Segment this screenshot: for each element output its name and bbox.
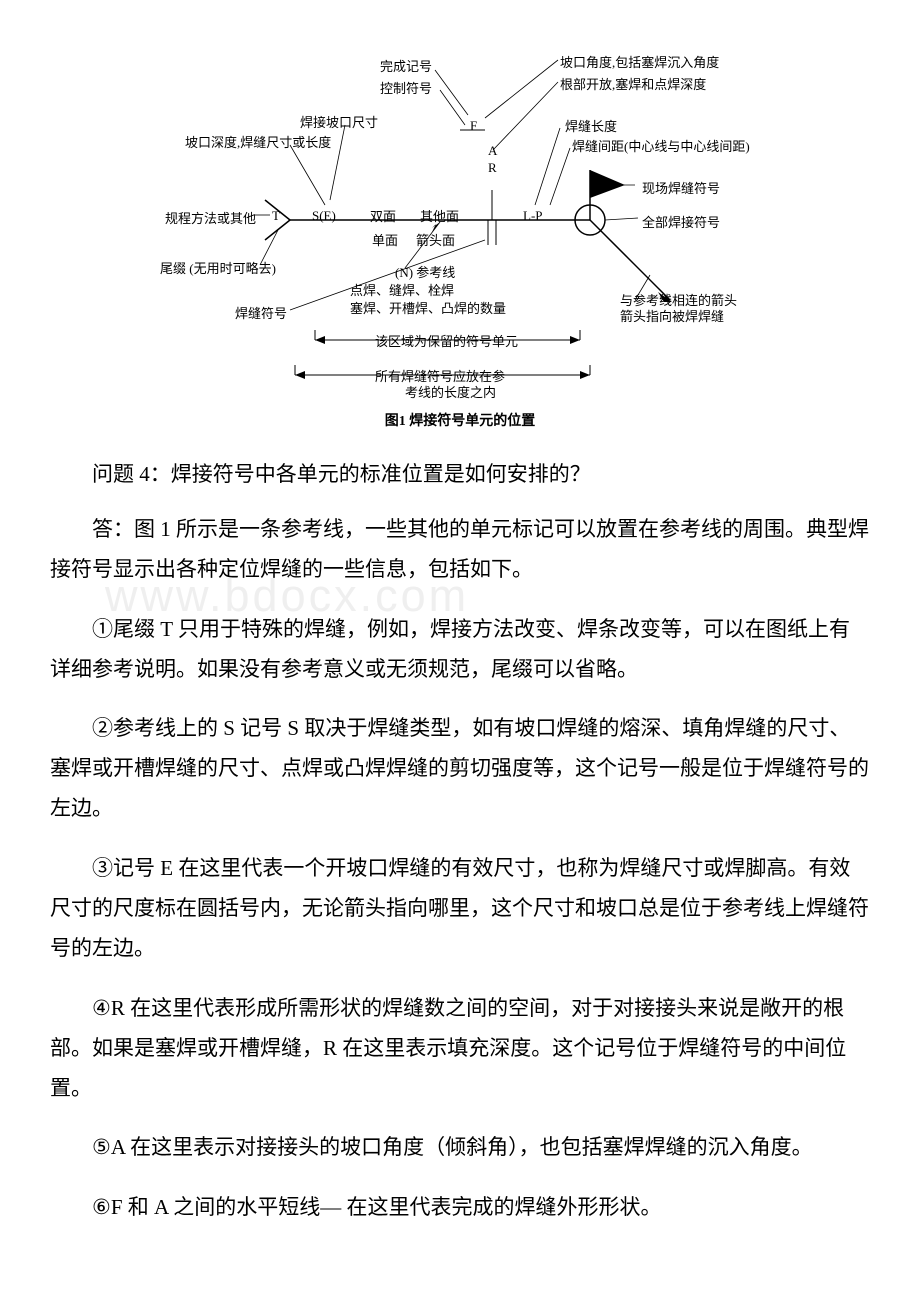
marker-a: A [488,143,497,159]
marker-lp: L-P [523,208,543,224]
marker-f: F [470,118,477,134]
item-1: ①尾缀 T 只用于特殊的焊缝，例如，焊接方法改变、焊条改变等，可以在图纸上有详细… [50,610,870,690]
label-bottom-right-2: 箭头指向被焊焊缝 [620,306,724,325]
label-box-3: 考线的长度之内 [405,382,496,401]
marker-se: S(E) [312,208,336,224]
item-4: ④R 在这里代表形成所需形状的焊缝数之间的空间，对于对接接头来说是敞开的根部。如… [50,989,870,1109]
item-2: ②参考线上的 S 记号 S 取决于焊缝类型，如有坡口焊缝的熔深、填角焊缝的尺寸、… [50,709,870,829]
item-3: ③记号 E 在这里代表一个开坡口焊缝的有效尺寸，也称为焊缝尺寸或焊脚高。有效尺寸… [50,849,870,969]
welding-symbol-diagram: 完成记号 控制符号 坡口角度,包括塞焊沉入角度 根部开放,塞焊和点焊深度 焊接坡… [160,40,760,430]
label-center-top: 双面 [370,206,396,225]
label-left-3: 焊缝符号 [235,303,287,322]
label-top-right-1: 坡口角度,包括塞焊沉入角度 [560,52,719,71]
label-right-2: 全部焊接符号 [642,212,720,231]
label-mid-left-1: 焊接坡口尺寸 [300,112,378,131]
label-sub-2: 塞焊、开槽焊、凸焊的数量 [350,298,506,317]
question-4: 问题 4：焊接符号中各单元的标准位置是如何安排的？ [50,455,870,495]
label-mid-right-1: 焊缝长度 [565,116,617,135]
label-right-1: 现场焊缝符号 [642,178,720,197]
marker-r: R [488,160,497,176]
label-ref-line: (N) 参考线 [395,262,455,281]
figure-caption: 图1 焊接符号单元的位置 [160,410,760,430]
label-top-right-2: 根部开放,塞焊和点焊深度 [560,74,706,93]
label-top-left-1: 完成记号 [380,56,432,75]
item-5: ⑤A 在这里表示对接接头的坡口角度（倾斜角），也包括塞焊焊缝的沉入角度。 [50,1128,870,1168]
label-left-1: 规程方法或其他 [165,208,256,227]
label-mid-left-2: 坡口深度,焊缝尺寸或长度 [185,132,331,151]
label-left-2: 尾缀 (无用时可略去) [160,258,276,277]
label-box-1: 该区域为保留的符号单元 [375,331,518,350]
label-center-other: 其他面 [420,206,459,225]
label-top-left-2: 控制符号 [380,78,432,97]
label-mid-right-2: 焊缝间距(中心线与中心线间距) [572,136,750,155]
label-center-bottom: 单面 [372,230,398,249]
marker-t: T [272,208,280,224]
label-center-arrow: 箭头面 [416,230,455,249]
answer-intro: 答：图 1 所示是一条参考线，一些其他的单元标记可以放置在参考线的周围。典型焊接… [50,510,870,590]
label-sub-1: 点焊、缝焊、栓焊 [350,280,454,299]
item-6: ⑥F 和 A 之间的水平短线— 在这里代表完成的焊缝外形形状。 [50,1188,870,1228]
